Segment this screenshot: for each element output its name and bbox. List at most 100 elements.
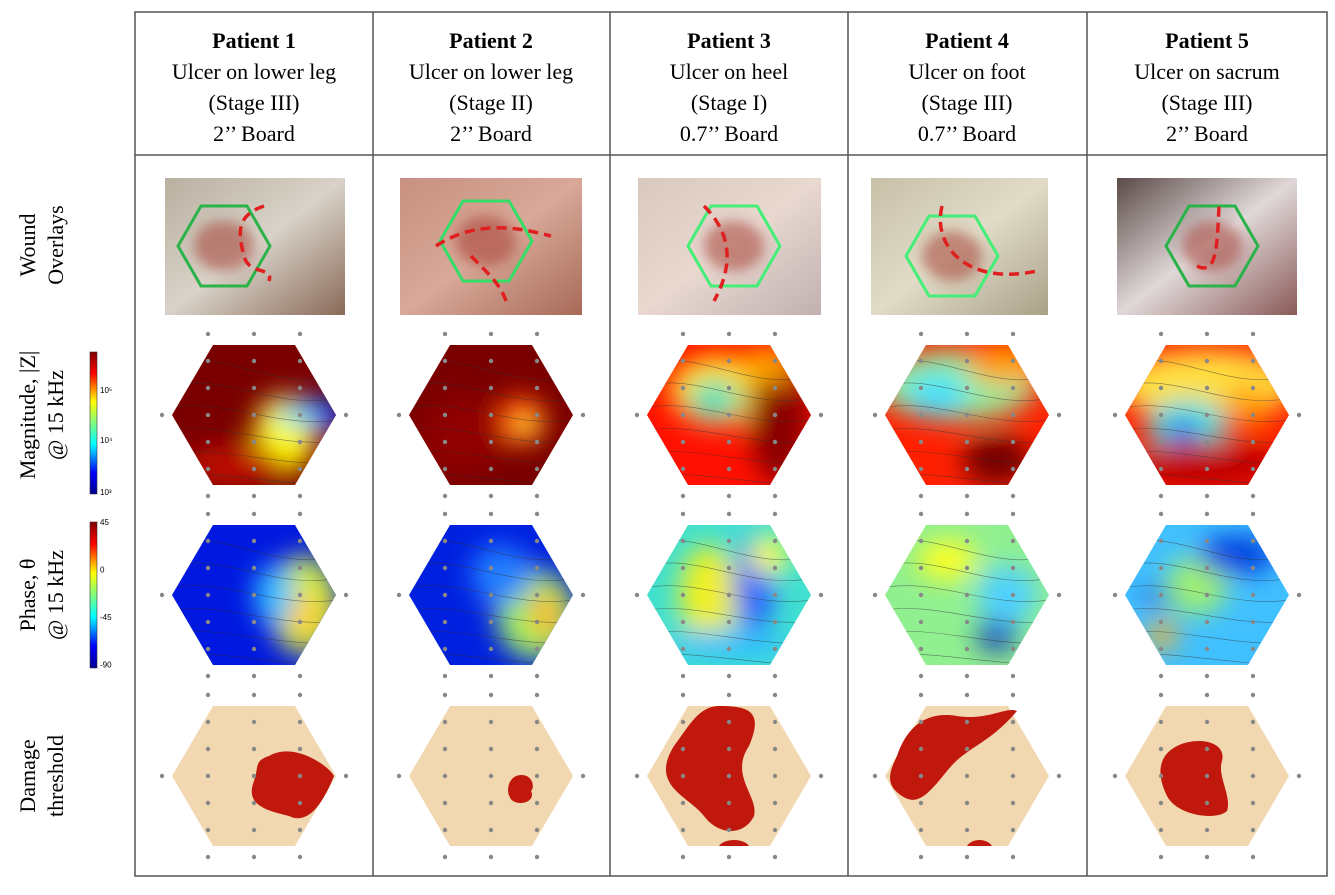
row-label: @ 15 kHz bbox=[43, 550, 68, 640]
electrode bbox=[1010, 592, 1016, 598]
electrode bbox=[1158, 511, 1164, 517]
patient-detail: 2’’ Board bbox=[1166, 121, 1248, 146]
electrode bbox=[964, 331, 970, 337]
electrode bbox=[251, 358, 257, 364]
electrode bbox=[205, 331, 211, 337]
electrode bbox=[488, 565, 494, 571]
electrode bbox=[726, 854, 732, 860]
electrode bbox=[488, 692, 494, 698]
electrode bbox=[726, 692, 732, 698]
electrode bbox=[442, 538, 448, 544]
damage-region bbox=[251, 751, 334, 819]
electrode bbox=[343, 773, 349, 779]
electrode bbox=[442, 646, 448, 652]
electrode bbox=[1010, 773, 1016, 779]
electrode bbox=[1010, 746, 1016, 752]
electrode bbox=[772, 439, 778, 445]
electrode bbox=[1112, 412, 1118, 418]
electrode bbox=[1010, 800, 1016, 806]
damage-region bbox=[665, 706, 755, 846]
electrode bbox=[1250, 331, 1256, 337]
electrode bbox=[251, 854, 257, 860]
electrode bbox=[918, 773, 924, 779]
electrode bbox=[251, 673, 257, 679]
colorbar-tick: 45 bbox=[100, 518, 109, 527]
patient-detail: Ulcer on foot bbox=[908, 59, 1025, 84]
wound-photo bbox=[165, 178, 345, 315]
map-blob bbox=[1147, 585, 1167, 605]
row-label: threshold bbox=[43, 735, 68, 817]
electrode bbox=[680, 331, 686, 337]
electrode bbox=[1158, 619, 1164, 625]
electrode bbox=[680, 854, 686, 860]
electrode bbox=[159, 773, 165, 779]
electrode bbox=[680, 358, 686, 364]
electrode bbox=[680, 385, 686, 391]
electrode bbox=[1010, 493, 1016, 499]
electrode bbox=[1158, 673, 1164, 679]
electrode bbox=[918, 827, 924, 833]
electrode bbox=[1296, 592, 1302, 598]
contour bbox=[172, 428, 336, 443]
wound-outline bbox=[435, 226, 552, 302]
electrode bbox=[918, 565, 924, 571]
magnitude-colorbar bbox=[89, 351, 98, 495]
electrode bbox=[964, 358, 970, 364]
electrode bbox=[205, 592, 211, 598]
patient-detail: Ulcer on lower leg bbox=[409, 59, 573, 84]
electrode bbox=[534, 439, 540, 445]
electrode bbox=[1158, 827, 1164, 833]
contour bbox=[647, 608, 811, 623]
electrode bbox=[534, 646, 540, 652]
electrode bbox=[726, 800, 732, 806]
electrode bbox=[918, 646, 924, 652]
electrode bbox=[534, 331, 540, 337]
electrode bbox=[343, 592, 349, 598]
wound bbox=[922, 231, 982, 281]
electrode bbox=[1010, 511, 1016, 517]
contour bbox=[647, 585, 811, 602]
electrode bbox=[1158, 331, 1164, 337]
row-label: @ 15 kHz bbox=[43, 370, 68, 460]
electrode bbox=[964, 800, 970, 806]
electrode bbox=[1250, 692, 1256, 698]
electrode bbox=[1204, 673, 1210, 679]
electrode bbox=[726, 592, 732, 598]
electrode bbox=[1112, 773, 1118, 779]
electrode bbox=[159, 592, 165, 598]
electrode bbox=[726, 412, 732, 418]
map-blob bbox=[1167, 420, 1197, 440]
electrode bbox=[964, 385, 970, 391]
map-blob bbox=[516, 415, 536, 435]
row-label: Phase, θ bbox=[15, 559, 40, 632]
contour bbox=[885, 428, 1049, 443]
wound-outline bbox=[1196, 205, 1221, 270]
electrode bbox=[1204, 538, 1210, 544]
electrode bbox=[1158, 493, 1164, 499]
electrode bbox=[205, 854, 211, 860]
electrode bbox=[205, 412, 211, 418]
electrode bbox=[964, 719, 970, 725]
electrode bbox=[1010, 646, 1016, 652]
electrode bbox=[534, 719, 540, 725]
electrode bbox=[918, 854, 924, 860]
electrode bbox=[297, 773, 303, 779]
electrode bbox=[205, 538, 211, 544]
electrode bbox=[1204, 619, 1210, 625]
electrode bbox=[1296, 412, 1302, 418]
electrode bbox=[580, 773, 586, 779]
electrode bbox=[680, 538, 686, 544]
electrode bbox=[534, 493, 540, 499]
electrode bbox=[534, 800, 540, 806]
electrode bbox=[918, 466, 924, 472]
electrode bbox=[534, 746, 540, 752]
map-blob bbox=[679, 545, 739, 645]
patient-detail: 0.7’’ Board bbox=[680, 121, 778, 146]
electrode bbox=[918, 619, 924, 625]
electrode bbox=[964, 493, 970, 499]
electrode bbox=[964, 619, 970, 625]
electrode bbox=[1250, 800, 1256, 806]
electrode bbox=[918, 493, 924, 499]
electrode bbox=[1296, 773, 1302, 779]
magnitude-map bbox=[172, 345, 336, 485]
